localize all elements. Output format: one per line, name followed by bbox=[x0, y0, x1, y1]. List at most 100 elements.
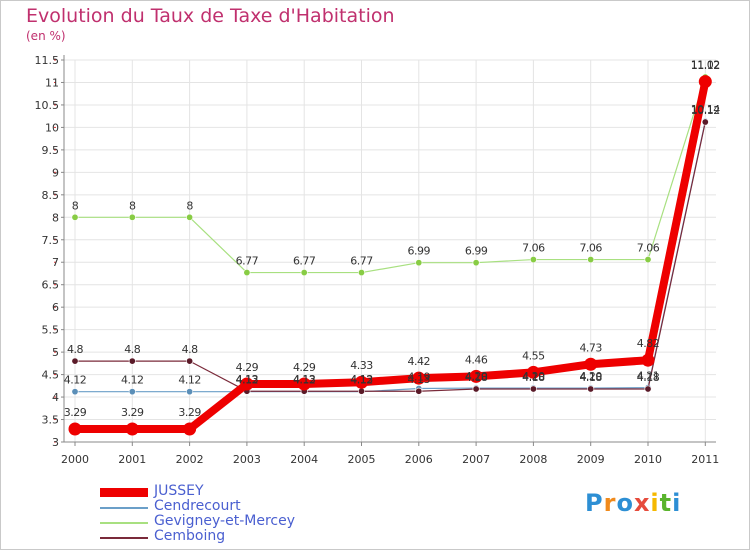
data-point-cemboing bbox=[701, 118, 709, 126]
y-tick-label: 9.5 bbox=[42, 144, 60, 157]
data-point-jussey bbox=[125, 422, 139, 436]
x-tick-label: 2008 bbox=[519, 453, 547, 466]
x-tick-label: 2000 bbox=[61, 453, 89, 466]
data-point-jussey bbox=[641, 353, 655, 367]
data-label-gevigney-et-mercey: 8 bbox=[186, 199, 193, 212]
y-tick-label: 11.5 bbox=[35, 54, 60, 67]
data-point-cendrecourt bbox=[128, 388, 136, 396]
data-label-cendrecourt: 4.12 bbox=[64, 374, 87, 387]
y-tick-label: 4.5 bbox=[42, 369, 60, 382]
y-tick-label: 10.5 bbox=[35, 99, 60, 112]
data-label-cendrecourt: 10.14 bbox=[691, 103, 720, 116]
legend-swatch bbox=[100, 488, 148, 497]
data-label-cemboing: 4.13 bbox=[350, 373, 373, 386]
legend-label: Cemboing bbox=[154, 528, 226, 544]
logo-letter: i bbox=[650, 489, 660, 517]
legend-swatch bbox=[100, 537, 148, 539]
data-label-cemboing: 10.12 bbox=[691, 104, 720, 117]
data-label-gevigney-et-mercey: 6.77 bbox=[350, 255, 373, 268]
proxiti-logo: Proxiti bbox=[585, 489, 681, 517]
data-point-gevigney-et-mercey bbox=[357, 269, 365, 277]
data-point-gevigney-et-mercey bbox=[472, 259, 480, 267]
data-point-jussey bbox=[68, 422, 82, 436]
logo-letter: i bbox=[672, 489, 682, 517]
data-point-cendrecourt bbox=[186, 388, 194, 396]
data-point-cemboing bbox=[529, 385, 537, 393]
series-line-jussey bbox=[71, 77, 710, 433]
data-label-gevigney-et-mercey: 6.99 bbox=[408, 245, 431, 258]
data-label-cendrecourt: 4.20 bbox=[579, 370, 602, 383]
data-label-jussey: 4.29 bbox=[293, 361, 316, 374]
data-point-jussey bbox=[355, 375, 368, 389]
data-label-cemboing: 4.8 bbox=[182, 343, 198, 356]
data-label-gevigney-et-mercey: 11.12 bbox=[691, 59, 720, 72]
logo-letter: x bbox=[633, 489, 651, 517]
chart-title: Evolution du Taux de Taxe d'Habitation bbox=[26, 5, 395, 27]
y-tick-label: 7.5 bbox=[42, 234, 60, 247]
data-label-cemboing: 4.18 bbox=[465, 371, 488, 384]
data-label-jussey: 3.29 bbox=[64, 406, 87, 419]
y-tick-label: 3.5 bbox=[42, 414, 60, 427]
data-label-gevigney-et-mercey: 7.06 bbox=[637, 242, 660, 255]
data-label-jussey: 4.73 bbox=[579, 341, 602, 354]
data-point-gevigney-et-mercey bbox=[128, 213, 136, 221]
data-point-gevigney-et-mercey bbox=[587, 256, 595, 264]
data-point-cemboing bbox=[357, 387, 365, 395]
data-label-gevigney-et-mercey: 6.77 bbox=[236, 255, 259, 268]
x-tick-label: 2004 bbox=[290, 453, 318, 466]
logo-letter: t bbox=[659, 489, 673, 517]
data-label-jussey: 3.29 bbox=[121, 406, 144, 419]
data-label-gevigney-et-mercey: 6.77 bbox=[293, 255, 316, 268]
series-line-gevigney-et-mercey bbox=[74, 76, 706, 274]
y-tick-label: 9 bbox=[52, 166, 59, 179]
y-tick-label: 11 bbox=[45, 76, 59, 89]
data-point-cemboing bbox=[71, 357, 79, 365]
y-tick-label: 3 bbox=[52, 436, 59, 449]
data-label-gevigney-et-mercey: 7.06 bbox=[579, 242, 602, 255]
data-point-jussey bbox=[584, 357, 598, 371]
data-label-cemboing: 4.18 bbox=[637, 371, 660, 384]
data-label-cendrecourt: 4.12 bbox=[178, 374, 201, 387]
data-label-gevigney-et-mercey: 8 bbox=[72, 199, 79, 212]
data-point-cemboing bbox=[415, 387, 423, 395]
data-label-cendrecourt: 4.21 bbox=[637, 370, 660, 383]
x-tick-label: 2011 bbox=[691, 453, 719, 466]
logo-letter: P bbox=[585, 489, 604, 517]
x-tick-label: 2003 bbox=[233, 453, 261, 466]
series-line-cemboing bbox=[74, 121, 706, 392]
y-tick-label: 4 bbox=[52, 391, 59, 404]
y-tick-label: 8.5 bbox=[42, 189, 60, 202]
chart-series bbox=[68, 73, 712, 436]
data-point-jussey bbox=[412, 371, 426, 385]
data-point-cemboing bbox=[644, 385, 652, 393]
data-label-cendrecourt: 4.12 bbox=[293, 374, 316, 387]
data-label-jussey: 4.33 bbox=[350, 359, 373, 372]
data-label-gevigney-et-mercey: 6.99 bbox=[465, 245, 488, 258]
data-label-cemboing: 4.13 bbox=[408, 373, 431, 386]
x-tick-label: 2002 bbox=[176, 453, 204, 466]
data-point-jussey bbox=[526, 365, 540, 379]
x-tick-label: 2010 bbox=[634, 453, 662, 466]
data-point-gevigney-et-mercey bbox=[300, 269, 308, 277]
data-label-jussey: 4.42 bbox=[408, 355, 431, 368]
data-label-gevigney-et-mercey: 8 bbox=[129, 199, 136, 212]
y-tick-label: 5.5 bbox=[42, 324, 60, 337]
y-tick-label: 10 bbox=[45, 121, 59, 134]
data-label-jussey: 4.46 bbox=[465, 353, 488, 366]
legend-label: Cendrecourt bbox=[154, 498, 241, 514]
data-label-cendrecourt: 4.19 bbox=[408, 371, 431, 384]
data-label-jussey: 3.29 bbox=[178, 406, 201, 419]
legend-swatch bbox=[100, 507, 148, 509]
data-point-jussey bbox=[240, 377, 254, 391]
y-tick-label: 6.5 bbox=[42, 279, 60, 292]
data-point-jussey bbox=[698, 75, 712, 89]
data-label-jussey: 11.02 bbox=[691, 59, 720, 72]
data-label-cendrecourt: 4.12 bbox=[350, 374, 373, 387]
chart-grid bbox=[64, 59, 716, 443]
x-tick-label: 2005 bbox=[348, 453, 376, 466]
data-point-cemboing bbox=[186, 357, 194, 365]
data-point-cemboing bbox=[472, 385, 480, 393]
data-label-cemboing: 4.13 bbox=[293, 373, 316, 386]
data-point-cemboing bbox=[587, 385, 595, 393]
